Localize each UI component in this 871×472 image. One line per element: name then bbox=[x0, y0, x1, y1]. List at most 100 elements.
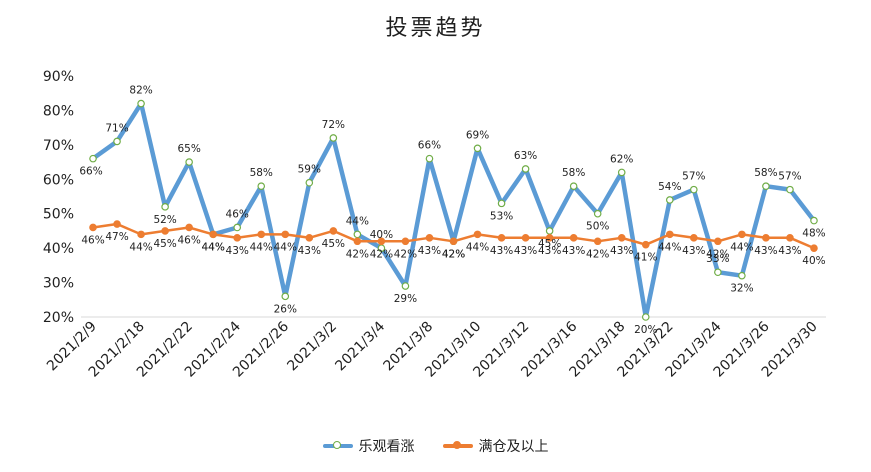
y-tick-label: 20% bbox=[43, 310, 74, 326]
data-label-series-2: 43% bbox=[754, 245, 777, 257]
line-chart: 20% 30% 40% 50% 60% 70% 80% 90% 2021/2/92021/2/… bbox=[43, 69, 826, 381]
data-label-series-1: 69% bbox=[466, 129, 489, 141]
series-1-point bbox=[810, 216, 818, 225]
data-label-series-1: 59% bbox=[298, 164, 321, 176]
x-tick-label: 2021/3/2 bbox=[284, 319, 340, 375]
data-label-series-2: 42% bbox=[370, 248, 393, 260]
x-tick-label: 2021/3/4 bbox=[332, 318, 388, 374]
data-label-series-1: 50% bbox=[586, 221, 609, 233]
series-1-point bbox=[281, 292, 290, 301]
series-1-point bbox=[762, 182, 770, 190]
data-label-series-2: 45% bbox=[322, 238, 345, 250]
series-1-point bbox=[641, 313, 650, 321]
data-label-series-1: 66% bbox=[79, 166, 102, 178]
series-1-point bbox=[617, 168, 626, 177]
data-label-series-2: 40% bbox=[802, 255, 825, 267]
data-label-series-1: 58% bbox=[754, 167, 777, 179]
series-1-point bbox=[305, 178, 314, 187]
series-1-point bbox=[185, 158, 193, 166]
data-label-series-2: 44% bbox=[466, 241, 489, 253]
data-label-series-1: 44% bbox=[346, 215, 369, 227]
data-label-series-1: 54% bbox=[658, 181, 681, 193]
data-label-series-2: 43% bbox=[226, 245, 249, 257]
data-label-series-2: 43% bbox=[418, 245, 441, 257]
data-label-series-2: 44% bbox=[250, 241, 273, 253]
series-2-point bbox=[425, 234, 434, 242]
data-label-series-2: 42% bbox=[442, 248, 465, 260]
series-1-point bbox=[473, 144, 482, 153]
legend-item-series-1[interactable]: 乐观看涨 bbox=[322, 436, 415, 456]
data-label-series-2: 43% bbox=[562, 245, 585, 257]
data-label-series-1: 32% bbox=[730, 283, 753, 295]
series-1-point bbox=[329, 134, 338, 142]
series-2-point bbox=[329, 227, 338, 235]
data-label-series-1: 57% bbox=[682, 171, 705, 183]
data-label-series-2: 46% bbox=[81, 234, 104, 246]
data-label-series-1: 65% bbox=[177, 143, 200, 155]
series-2-point bbox=[161, 227, 169, 235]
series-2-point bbox=[738, 230, 746, 239]
data-label-series-1: 46% bbox=[226, 208, 249, 220]
legend-item-series-2[interactable]: 满仓及以上 bbox=[442, 436, 549, 456]
series-1-point bbox=[786, 185, 794, 194]
series-2-point bbox=[521, 234, 530, 242]
data-label-series-1: 66% bbox=[418, 140, 441, 152]
data-label-series-2: 46% bbox=[177, 234, 200, 246]
series-2-point bbox=[233, 234, 242, 242]
series-2-point bbox=[113, 220, 121, 228]
data-label-series-2: 41% bbox=[634, 252, 657, 264]
data-label-series-1: 42% bbox=[442, 248, 465, 260]
series-2-point bbox=[89, 223, 97, 232]
series-1-point bbox=[425, 154, 434, 163]
series-2-point bbox=[305, 234, 314, 242]
data-label-series-2: 42% bbox=[346, 248, 369, 260]
series-1-point bbox=[545, 227, 554, 235]
series-2-point bbox=[473, 230, 482, 239]
data-label-series-1: 40% bbox=[370, 229, 393, 241]
series-1-point bbox=[521, 165, 530, 173]
data-label-series-1: 53% bbox=[490, 210, 513, 222]
series-2-point bbox=[377, 237, 386, 246]
data-label-series-1: 62% bbox=[610, 153, 633, 165]
legend-swatch-series-2-icon bbox=[442, 439, 473, 453]
y-tick-label: 50% bbox=[43, 207, 74, 223]
data-label-series-1: 72% bbox=[322, 119, 345, 131]
x-axis: 2021/2/92021/2/182021/2/222021/2/242021/… bbox=[44, 316, 826, 381]
y-axis: 20% 30% 40% 50% 60% 70% 80% 90% bbox=[43, 69, 74, 326]
legend: 乐观看涨 满仓及以上 bbox=[0, 436, 871, 456]
y-tick-label: 40% bbox=[43, 241, 74, 257]
series-1-point bbox=[137, 99, 145, 108]
series-1-point bbox=[401, 282, 410, 290]
y-tick-label: 60% bbox=[43, 172, 74, 188]
data-label-series-2: 43% bbox=[778, 245, 801, 257]
data-label-series-1: 44% bbox=[202, 241, 225, 253]
data-label-series-2: 44% bbox=[658, 241, 681, 253]
series-1-point bbox=[665, 196, 674, 204]
data-label-series-1: 20% bbox=[634, 324, 657, 336]
series-2-point bbox=[714, 237, 722, 246]
series-2-point bbox=[257, 230, 266, 239]
data-label-series-2: 42% bbox=[394, 248, 417, 260]
data-label-series-2: 43% bbox=[682, 245, 705, 257]
series-2-point bbox=[449, 237, 458, 246]
y-tick-label: 80% bbox=[43, 103, 74, 119]
data-label-series-2: 45% bbox=[153, 238, 176, 250]
data-label-series-2: 47% bbox=[105, 231, 128, 243]
data-label-series-1: 33% bbox=[706, 253, 729, 265]
data-label-series-1: 58% bbox=[562, 167, 585, 179]
data-label-series-2: 43% bbox=[298, 245, 321, 257]
series-2-point bbox=[209, 230, 217, 239]
data-label-series-2: 44% bbox=[274, 241, 297, 253]
series-2-point bbox=[665, 230, 674, 239]
series-1-point bbox=[257, 182, 266, 190]
series-2-point bbox=[401, 237, 410, 246]
data-label-series-1: 48% bbox=[802, 228, 825, 240]
data-label-series-2: 44% bbox=[730, 241, 753, 253]
y-tick-label: 70% bbox=[43, 138, 74, 154]
series-1-point bbox=[593, 209, 602, 218]
series-2-point bbox=[762, 234, 770, 242]
data-label-series-2: 42% bbox=[586, 248, 609, 260]
data-label-series-2: 44% bbox=[129, 241, 152, 253]
series-2-point bbox=[281, 230, 290, 239]
series-2-point bbox=[593, 237, 602, 246]
